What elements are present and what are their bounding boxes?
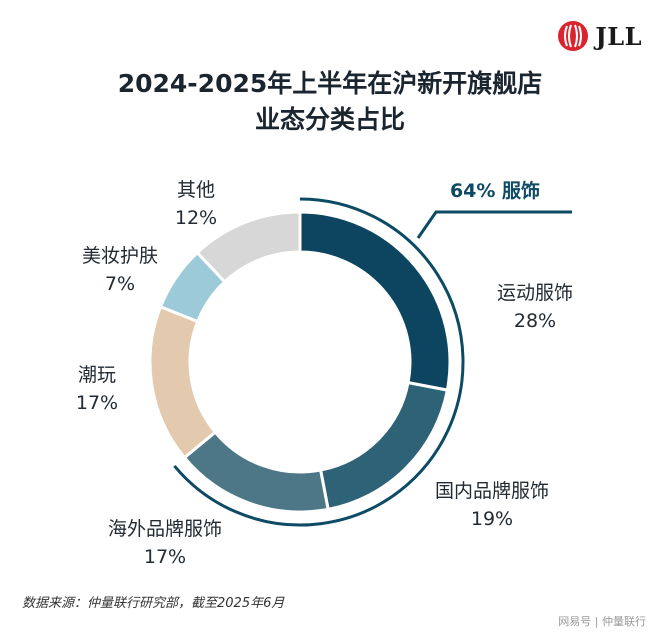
watermark: 网易号 | 仲量联行	[558, 615, 646, 628]
apparel-group-tick	[416, 210, 572, 239]
slice-label-国内品牌服饰: 国内品牌服饰	[435, 480, 549, 502]
slice-value-其他: 12%	[175, 207, 217, 229]
title-line-2: 业态分类占比	[254, 105, 405, 134]
logo-text: JLL	[595, 21, 642, 51]
slice-value-海外品牌服饰: 17%	[144, 546, 186, 568]
slice-value-运动服饰: 28%	[514, 310, 556, 332]
jll-emblem-icon	[558, 21, 589, 51]
donut-slices	[148, 210, 452, 514]
slice-label-运动服饰: 运动服饰	[497, 282, 573, 304]
slice-value-美妆护肤: 7%	[105, 273, 135, 295]
data-source-note: 数据来源：仲量联行研究部，截至2025年6月	[22, 596, 285, 611]
slice-label-美妆护肤: 美妆护肤	[82, 245, 158, 267]
slice-value-潮玩: 17%	[76, 392, 118, 414]
jll-logo: JLL	[557, 20, 642, 52]
chart-title: 2024-2025年上半年在沪新开旗舰店 业态分类占比	[0, 66, 660, 138]
slice-value-国内品牌服饰: 19%	[471, 508, 513, 530]
title-line-1: 2024-2025年上半年在沪新开旗舰店	[117, 69, 543, 98]
slice-运动服饰	[298, 210, 452, 392]
apparel-group-arc	[173, 197, 465, 527]
slice-海外品牌服饰	[182, 430, 330, 514]
slice-国内品牌服饰	[318, 380, 450, 512]
apparel-group-label: 64% 服饰	[450, 179, 540, 202]
slice-label-其他: 其他	[177, 179, 215, 201]
slice-label-海外品牌服饰: 海外品牌服饰	[108, 518, 222, 540]
slice-label-潮玩: 潮玩	[78, 364, 116, 386]
slice-潮玩	[148, 304, 218, 460]
slice-其他	[195, 210, 302, 284]
slice-labels: 运动服饰 28% 国内品牌服饰 19% 海外品牌服饰 17% 潮玩 17% 美妆护肤 7% 其他 12…	[76, 179, 573, 568]
